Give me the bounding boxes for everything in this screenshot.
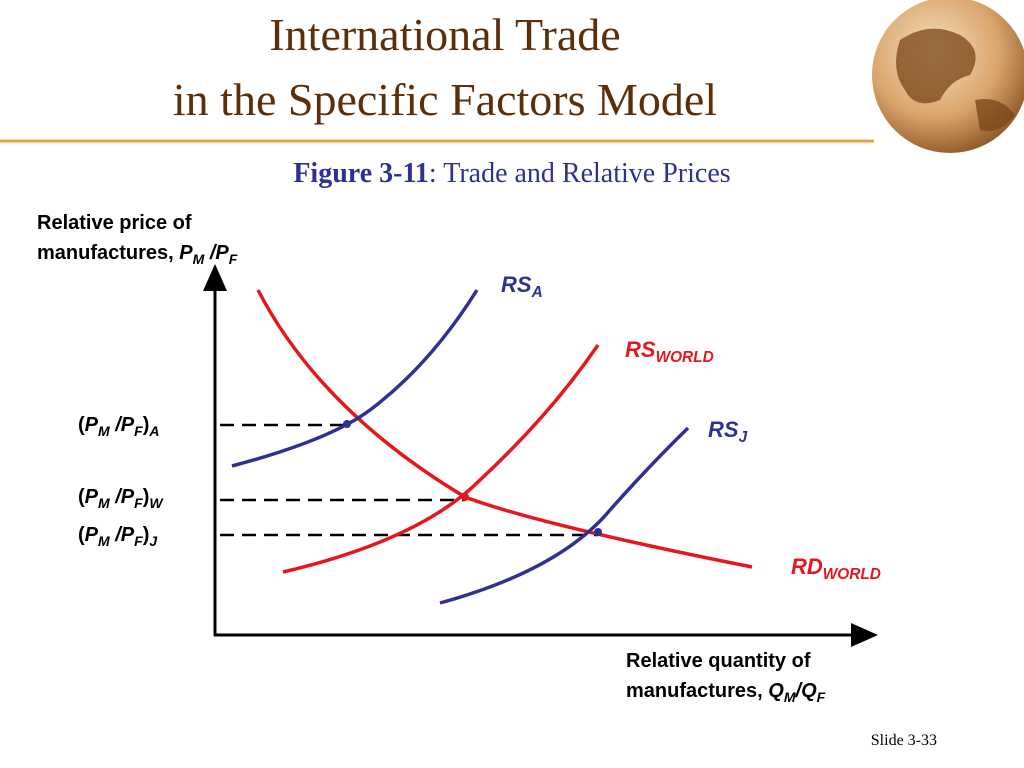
label-text: /P xyxy=(204,242,229,264)
label-sub: F xyxy=(134,423,143,439)
label-sub: A xyxy=(531,284,543,301)
price-lines xyxy=(220,423,598,537)
label-sub: WORLD xyxy=(656,349,714,366)
y-axis-label: manufactures, PM /PF xyxy=(37,242,238,267)
equilibrium-point xyxy=(594,528,602,536)
rs-j-curve xyxy=(439,426,690,605)
label-sub: W xyxy=(149,495,164,511)
slide-number: Slide 3-33 xyxy=(871,732,937,749)
price-labels: (PM /PF)A(PM /PF)W(PM /PF)J xyxy=(78,414,164,549)
curves xyxy=(231,289,753,605)
price-label: (PM /PF)J xyxy=(78,524,158,549)
label-text: manufactures, xyxy=(626,680,763,702)
rs-a-curve xyxy=(231,289,479,468)
label-text: P xyxy=(85,486,99,508)
rs-world-curve xyxy=(282,344,600,574)
label-sub: M xyxy=(784,689,796,705)
figure-label: Figure 3-11 xyxy=(293,158,429,189)
label-sub: WORLD xyxy=(823,566,881,583)
price-label: (PM /PF)W xyxy=(78,486,164,511)
title: in the Specific Factors Model xyxy=(173,74,717,125)
label-sub: F xyxy=(134,495,143,511)
label-text: /P xyxy=(110,414,135,436)
label-text: ( xyxy=(78,414,85,436)
label-sub: M xyxy=(98,495,110,511)
label-text: RS xyxy=(501,272,532,297)
equilibrium-point xyxy=(461,493,469,501)
label-text: ( xyxy=(78,524,85,546)
curve-label: RSWORLD xyxy=(625,337,714,366)
rd-world-curve xyxy=(256,289,753,569)
label-sub: F xyxy=(229,251,238,267)
label-text: /Q xyxy=(795,680,818,702)
label-sub: F xyxy=(134,533,143,549)
title: International Trade xyxy=(269,9,620,60)
label-text: Q xyxy=(768,680,784,702)
label-sub: M xyxy=(98,533,110,549)
label-sub: J xyxy=(739,429,748,446)
label-text: ) xyxy=(143,486,150,508)
label-text: manufactures, xyxy=(37,242,174,264)
label-text: P xyxy=(85,414,99,436)
label-text: RS xyxy=(625,337,656,362)
label-text: RS xyxy=(708,417,739,442)
label-text: /P xyxy=(110,486,135,508)
figure-caption: Figure 3-11: Trade and Relative Prices xyxy=(293,158,730,189)
label-text: ( xyxy=(78,486,85,508)
label-text: /P xyxy=(110,524,135,546)
price-label: (PM /PF)A xyxy=(78,414,160,439)
label-sub: A xyxy=(148,423,159,439)
label-text: RD xyxy=(791,554,823,579)
label-sub: F xyxy=(817,689,826,705)
label-text: P xyxy=(85,524,99,546)
equilibrium-point xyxy=(343,420,351,428)
x-axis-label: Relative quantity of xyxy=(626,650,811,672)
x-axis-label: manufactures, QM/QF xyxy=(626,680,826,705)
curve-label: RSA xyxy=(501,272,543,301)
label-text: ) xyxy=(143,414,150,436)
label-text: ) xyxy=(143,524,150,546)
label-sub: M xyxy=(98,423,110,439)
y-axis-label: Relative price of xyxy=(37,212,192,234)
label-text: P xyxy=(179,242,193,264)
label-sub: M xyxy=(193,251,205,267)
curve-label: RDWORLD xyxy=(791,554,881,583)
label-sub: J xyxy=(149,533,158,549)
caption: : Trade and Relative Prices xyxy=(429,158,731,189)
curve-label: RSJ xyxy=(708,417,748,446)
globe-icon xyxy=(872,0,1024,153)
